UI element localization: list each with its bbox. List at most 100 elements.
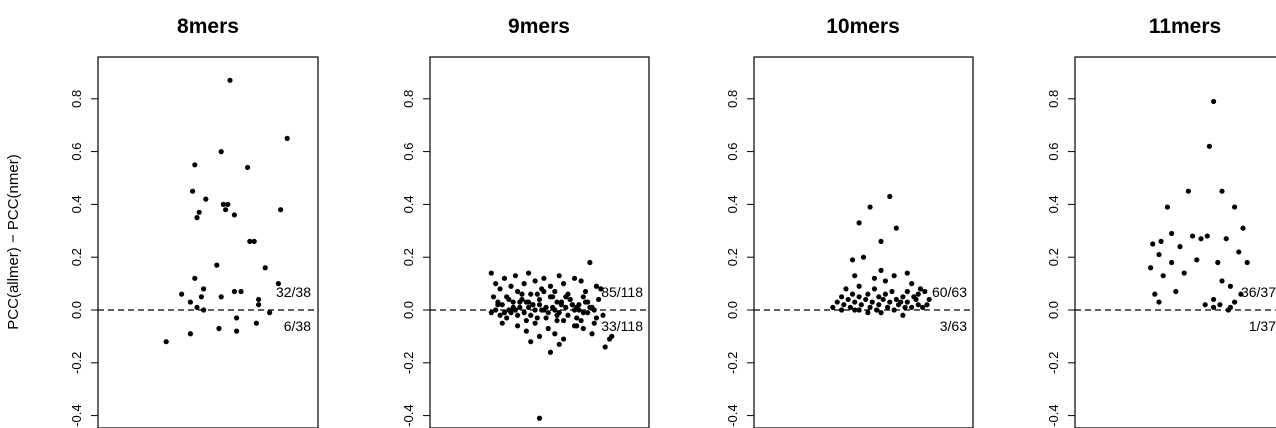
data-point [856,294,862,300]
data-point [856,220,862,226]
data-point [865,310,871,316]
data-point [849,257,856,263]
data-point [512,273,519,279]
data-point [495,302,501,308]
data-point [536,333,543,339]
data-point [216,325,222,332]
data-point [493,307,499,313]
data-point [234,315,240,321]
panel-10mers: 10mers -0.4 -0.2 0.0 0.2 0.4 0.6 0.8 60/63 3/6… [725,15,974,428]
data-point [234,328,240,334]
data-point [895,302,902,308]
data-point [904,299,910,305]
data-point [554,312,560,318]
data-point [525,270,532,276]
data-point [499,320,505,326]
data-point [545,325,551,332]
data-point [569,302,575,308]
data-point [1150,241,1156,247]
data-point [909,304,915,310]
data-point [179,291,185,297]
data-point [917,286,924,292]
data-point [887,299,893,305]
data-point [508,310,514,316]
data-point [560,281,567,287]
data-point [201,286,207,292]
data-point [1238,291,1244,297]
data-point [876,302,882,308]
data-point [580,294,586,300]
data-point [843,286,849,292]
data-point [508,283,514,289]
data-point [893,225,899,231]
data-point [488,310,494,316]
data-point [596,296,602,303]
y-tick-label: 0.4 [725,195,740,213]
data-point [602,344,608,350]
y-axis: -0.4 -0.2 0.0 0.2 0.4 0.6 0.8 [1046,90,1075,427]
data-point [587,304,593,310]
data-point [571,323,578,329]
data-point [574,315,580,321]
data-point [510,304,516,310]
data-point [493,281,499,287]
data-point [563,304,569,310]
data-point [871,286,878,292]
data-point [267,310,273,316]
data-point [278,207,284,213]
y-axis: -0.4 -0.2 0.0 0.2 0.4 0.6 0.8 [725,90,754,427]
data-point [220,201,226,207]
data-point [580,310,586,316]
data-point [488,270,494,276]
data-point [541,288,547,295]
data-point [856,307,862,313]
data-point [556,341,562,347]
above-count-label: 60/63 [932,284,967,300]
data-point [591,320,597,326]
y-tick-label: -0.4 [69,404,84,426]
y-tick-label: -0.4 [1046,404,1061,426]
data-point [1152,291,1158,297]
data-point [1240,225,1246,231]
data-point [532,320,538,326]
data-point [1223,236,1229,242]
data-point [591,307,597,313]
data-point [223,207,229,213]
data-point [830,304,836,310]
data-point [1215,259,1221,266]
data-point [841,302,847,308]
data-point [1219,278,1225,284]
data-point [1232,204,1238,210]
data-point [490,294,497,300]
data-point [547,349,554,355]
data-point [1173,288,1179,295]
y-tick-label: 0.6 [1046,143,1061,161]
data-point [501,310,508,316]
data-point [231,288,237,295]
y-tick-label: -0.2 [401,352,416,374]
data-point [904,270,910,276]
y-axis-label: PCC(allmer) − PCC(nmer) [5,154,22,329]
data-point [517,299,523,305]
data-point [1217,302,1223,308]
data-point [867,304,873,310]
data-point [865,291,871,297]
data-point [534,315,540,321]
above-count-label: 36/37 [1241,284,1276,300]
data-point [1181,270,1187,276]
data-point [552,331,558,337]
data-point [187,331,193,337]
data-point [192,275,198,281]
data-point [884,304,891,310]
data-point [256,302,262,308]
data-point [497,312,503,318]
y-tick-label: 0.4 [69,195,84,213]
data-point [887,193,893,200]
data-point [560,317,567,324]
data-point [904,288,910,295]
data-points [488,259,615,421]
data-point [576,302,582,308]
data-point [1225,307,1231,313]
data-point [515,323,521,329]
